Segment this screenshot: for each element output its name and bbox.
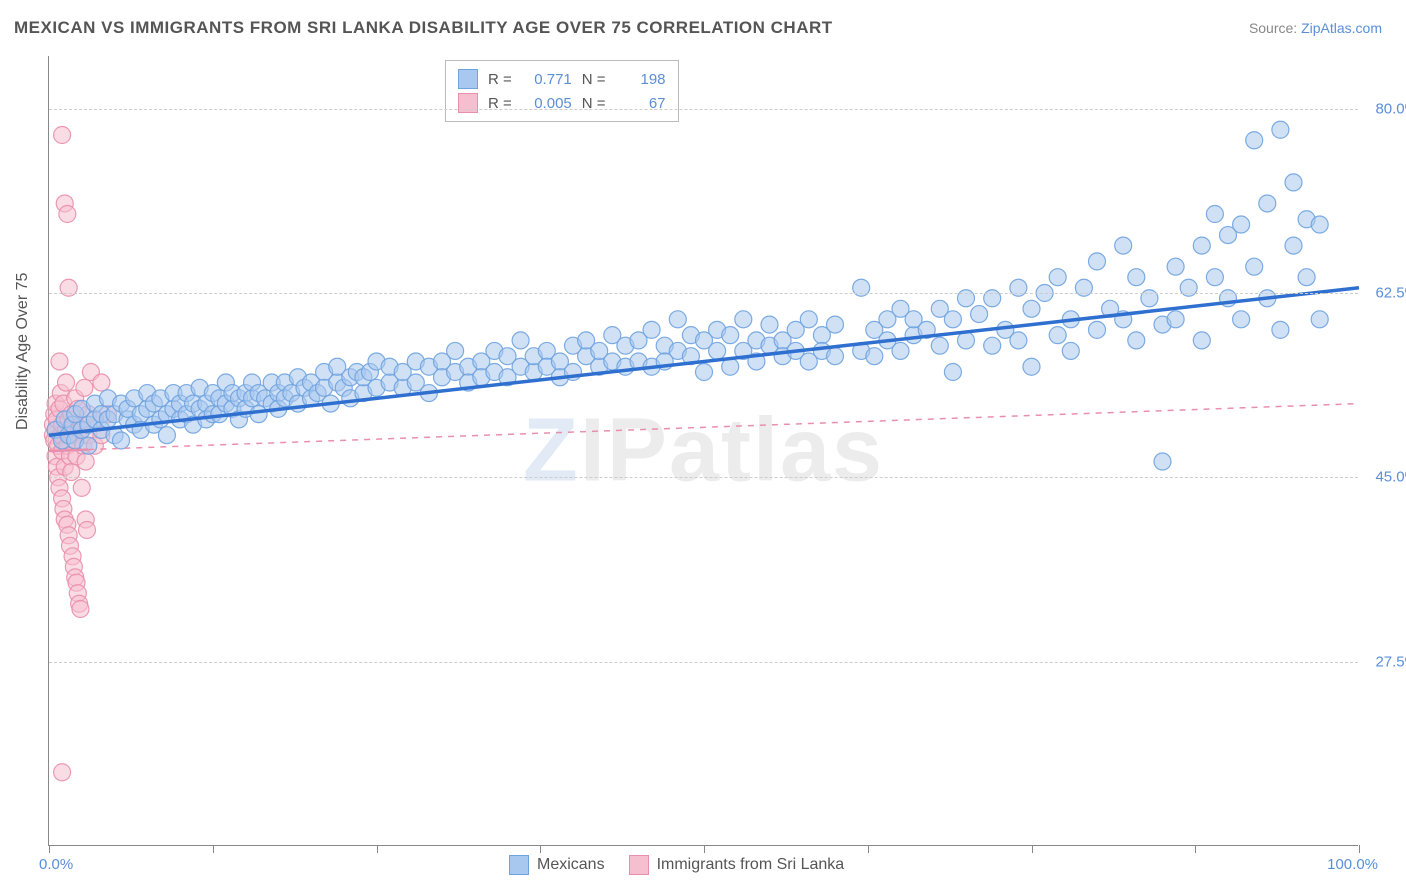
n-value-mexicans: 198 xyxy=(616,71,666,88)
stats-row-mexicans: R = 0.771 N = 198 xyxy=(458,67,666,91)
bottom-legend: Mexicans Immigrants from Sri Lanka xyxy=(509,855,844,875)
y-tick-label: 45.0% xyxy=(1375,469,1406,486)
x-tick xyxy=(213,845,214,853)
y-tick-label: 80.0% xyxy=(1375,100,1406,117)
x-tick xyxy=(868,845,869,853)
x-axis-min-label: 0.0% xyxy=(39,856,73,873)
stats-row-srilanka: R = 0.005 N = 67 xyxy=(458,91,666,115)
x-tick xyxy=(1032,845,1033,853)
x-tick xyxy=(704,845,705,853)
y-tick-label: 27.5% xyxy=(1375,653,1406,670)
swatch-mexicans xyxy=(458,69,478,89)
r-label: R = xyxy=(488,71,512,88)
legend-label-mexicans: Mexicans xyxy=(537,856,605,874)
legend-item-srilanka: Immigrants from Sri Lanka xyxy=(629,855,845,875)
x-tick xyxy=(1359,845,1360,853)
source-value: ZipAtlas.com xyxy=(1301,20,1382,36)
swatch-srilanka xyxy=(458,93,478,113)
x-tick xyxy=(1195,845,1196,853)
y-tick-label: 62.5% xyxy=(1375,285,1406,302)
source-label: Source: xyxy=(1249,20,1301,36)
x-tick xyxy=(540,845,541,853)
legend-swatch-mexicans xyxy=(509,855,529,875)
source-attribution: Source: ZipAtlas.com xyxy=(1249,20,1382,36)
legend-label-srilanka: Immigrants from Sri Lanka xyxy=(657,856,845,874)
x-axis-max-label: 100.0% xyxy=(1327,856,1378,873)
x-tick xyxy=(49,845,50,853)
legend-item-mexicans: Mexicans xyxy=(509,855,605,875)
n-label: N = xyxy=(582,71,606,88)
r-value-mexicans: 0.771 xyxy=(522,71,572,88)
stats-legend-box: R = 0.771 N = 198 R = 0.005 N = 67 xyxy=(445,60,679,122)
chart-plot-area: ZIPatlas R = 0.771 N = 198 R = 0.005 N =… xyxy=(48,56,1358,846)
gridline-h xyxy=(49,477,1358,478)
plot-svg xyxy=(49,56,1358,845)
gridline-h xyxy=(49,109,1358,110)
legend-swatch-srilanka xyxy=(629,855,649,875)
x-tick xyxy=(377,845,378,853)
chart-title: MEXICAN VS IMMIGRANTS FROM SRI LANKA DIS… xyxy=(14,18,833,38)
gridline-h xyxy=(49,662,1358,663)
y-axis-label: Disability Age Over 75 xyxy=(14,273,32,430)
gridline-h xyxy=(49,293,1358,294)
